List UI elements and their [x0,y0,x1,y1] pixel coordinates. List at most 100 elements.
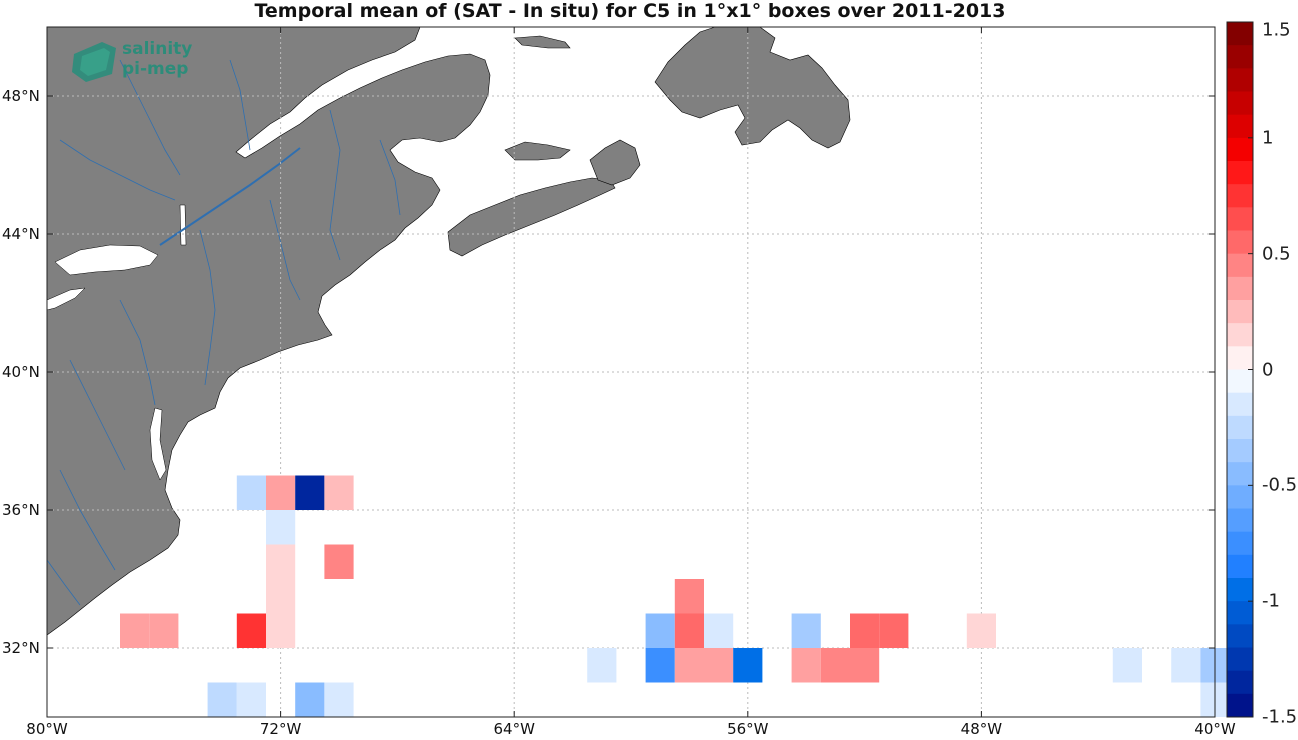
lat-tick-label: 40°N [2,363,40,381]
colorbar-tick-label: -1 [1262,590,1280,612]
colorbar-segment [1227,624,1253,648]
colorbar-tick-label: -0.5 [1262,474,1298,496]
axis-ticks [46,27,1216,717]
colorbar-segment [1227,184,1253,208]
data-cell [324,682,354,717]
data-cell [674,579,704,614]
chesapeake-bay [149,407,167,481]
data-cell [645,648,675,683]
river [119,299,156,406]
data-cell [966,613,996,648]
colorbar-segment [1227,22,1253,46]
data-cell [120,613,150,648]
lake-champlain [179,204,187,246]
data-cell [879,613,909,648]
mainland-land [46,26,491,636]
data-cell [791,648,821,683]
river [229,59,251,151]
data-cell [324,475,354,510]
colorbar-tick-label: -1.5 [1262,706,1298,728]
colorbar [1226,21,1254,718]
colorbar-segment [1227,369,1253,394]
data-cell [295,682,325,717]
colorbar-segment [1227,91,1253,116]
data-cell [1112,648,1142,683]
rivers-layer [46,59,401,606]
river [59,469,116,571]
colorbar-segment [1227,578,1253,602]
anticosti-land [514,35,571,49]
data-cell [704,613,734,648]
river [379,139,401,216]
st-lawrence-river [159,147,301,246]
map-title: Temporal mean of (SAT - In situ) for C5 … [254,0,1006,22]
colorbar-segment [1227,508,1253,533]
land-layer [46,26,851,636]
colorbar-segment [1227,485,1253,509]
colorbar-segment [1227,137,1253,162]
river [119,59,181,176]
colorbar-segment [1227,207,1253,231]
colorbar-tick-label: 0 [1262,359,1274,380]
logo-line1: salinity [122,39,193,59]
river [59,139,176,201]
data-cell [236,682,266,717]
river [69,359,126,471]
salinity-logo-icon [72,42,116,82]
colorbar-segment [1227,114,1253,139]
data-cell [236,475,266,510]
data-cell [266,579,296,614]
data-cell [820,648,850,683]
data-cell [645,613,675,648]
colorbar-segment [1227,415,1253,440]
data-cell [674,613,704,648]
river [329,109,341,261]
colorbar-segment [1227,670,1253,695]
river [199,229,216,386]
colorbar-segment [1227,300,1253,324]
river [46,559,81,606]
lon-tick-label: 64°W [493,720,535,738]
nova-scotia-land [447,177,616,257]
colorbar-segment [1227,161,1253,185]
colorbar-segment [1227,693,1253,718]
data-cell [674,648,704,683]
data-cell [587,648,617,683]
cape-breton-land [589,139,641,186]
logo-line2: pi-mep [122,59,189,79]
colorbar-segment [1227,276,1253,301]
data-cell [324,544,354,579]
data-cells [120,475,1230,717]
colorbar-segment [1227,647,1253,672]
data-cell [704,648,734,683]
colorbar-segment [1227,346,1253,370]
colorbar-segment [1227,601,1253,625]
lon-tick-label: 40°W [1194,720,1236,738]
colorbar-segment [1227,45,1253,69]
lat-tick-label: 44°N [2,225,40,243]
colorbar-segment [1227,462,1253,486]
pei-land [504,141,571,161]
grid-lines [47,27,1215,717]
data-cell [733,648,763,683]
data-cell [295,475,325,510]
lon-tick-label: 72°W [259,720,302,738]
data-cell [266,510,296,545]
data-cell [266,613,296,648]
data-cell [266,544,296,579]
colorbar-tick-label: 1.5 [1262,19,1291,41]
lon-tick-label: 56°W [727,720,769,738]
colorbar-segment [1227,230,1253,255]
river [269,199,301,301]
lon-tick-label: 80°W [26,720,68,738]
data-cell [207,682,237,717]
lake-ontario [54,244,159,276]
data-cell [850,648,880,683]
data-cell [1171,648,1201,683]
lat-tick-label: 36°N [2,501,40,519]
data-cell [266,475,296,510]
data-cell [850,613,880,648]
colorbar-segment [1227,439,1253,463]
lat-tick-label: 48°N [2,87,40,105]
